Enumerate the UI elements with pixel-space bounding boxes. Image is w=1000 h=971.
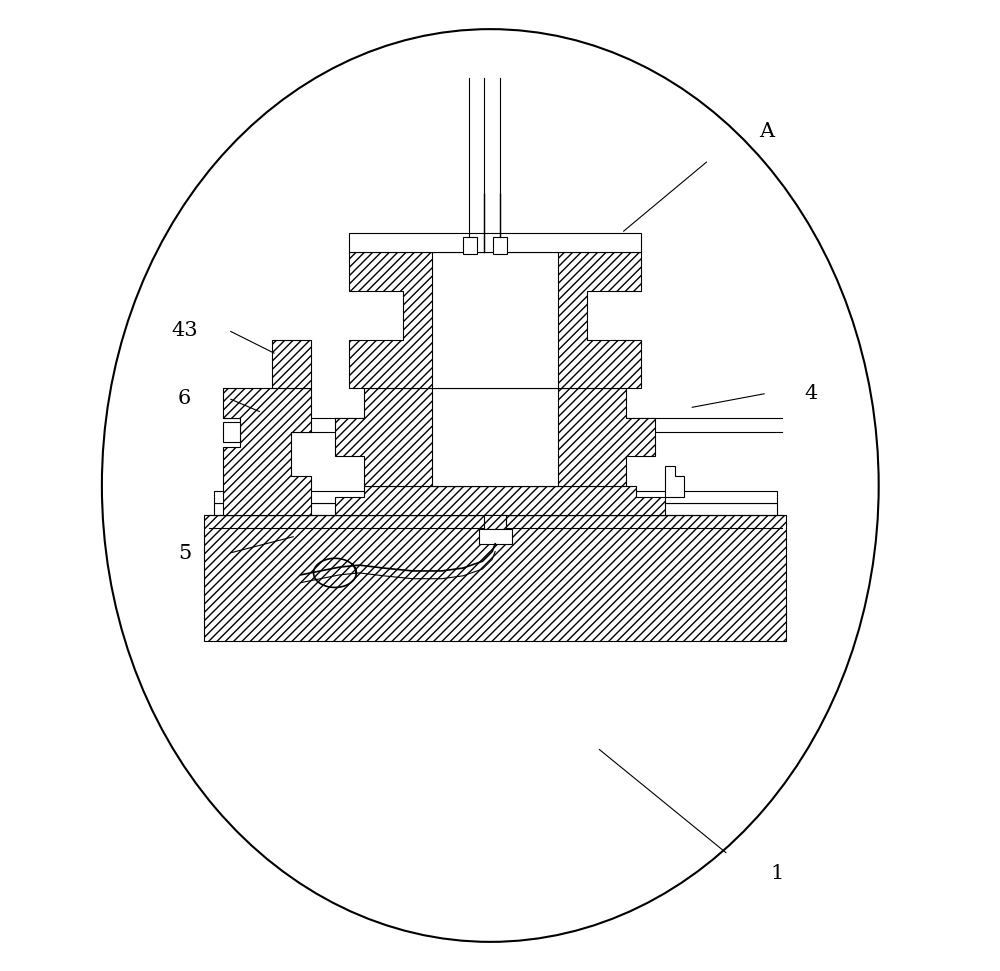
Polygon shape bbox=[432, 388, 558, 486]
Polygon shape bbox=[432, 252, 558, 388]
Bar bbox=[493, 237, 507, 254]
Polygon shape bbox=[223, 422, 240, 442]
Polygon shape bbox=[335, 486, 665, 515]
Polygon shape bbox=[665, 466, 684, 497]
Polygon shape bbox=[479, 529, 512, 544]
Polygon shape bbox=[272, 340, 311, 388]
Bar bbox=[463, 237, 477, 254]
Polygon shape bbox=[484, 515, 506, 529]
Polygon shape bbox=[349, 252, 641, 388]
Polygon shape bbox=[223, 388, 311, 515]
Text: 1: 1 bbox=[770, 864, 783, 884]
Bar bbox=[214, 491, 777, 503]
Text: 4: 4 bbox=[804, 384, 817, 403]
Bar bbox=[214, 503, 777, 515]
Text: 6: 6 bbox=[178, 388, 191, 408]
Bar bbox=[204, 515, 786, 641]
Text: 5: 5 bbox=[178, 544, 191, 563]
Bar bbox=[349, 233, 641, 252]
Polygon shape bbox=[335, 388, 655, 486]
Text: A: A bbox=[759, 121, 775, 141]
Text: 43: 43 bbox=[171, 320, 198, 340]
